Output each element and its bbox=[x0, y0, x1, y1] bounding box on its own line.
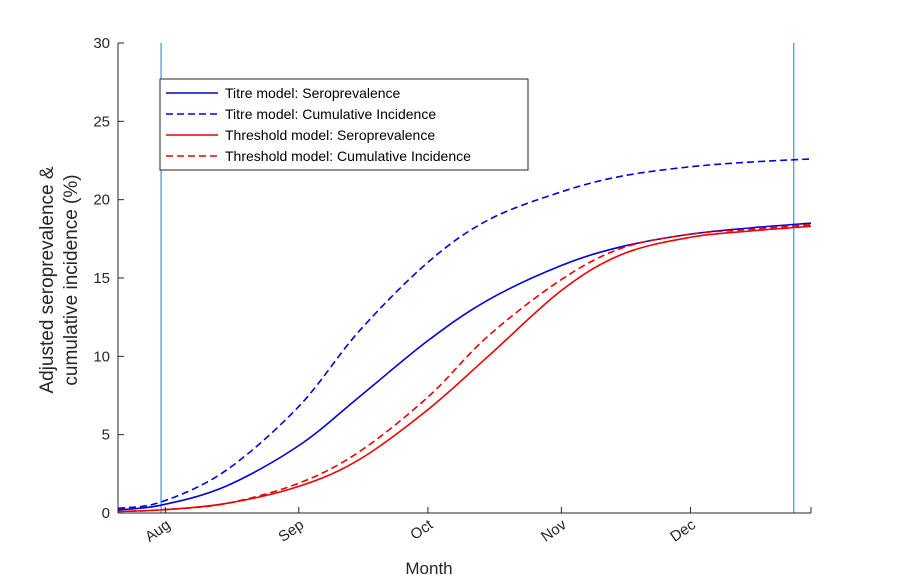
legend-label-3: Threshold model: Cumulative Incidence bbox=[225, 148, 471, 164]
legend: Titre model: Seroprevalence Titre model: … bbox=[159, 78, 529, 171]
series-line-1 bbox=[117, 158, 812, 510]
series-line-0 bbox=[117, 222, 812, 511]
y-tick-label-0: 0 bbox=[102, 505, 110, 522]
legend-box bbox=[159, 78, 529, 171]
y-tick-label-3: 15 bbox=[93, 270, 110, 287]
legend-label-0: Titre model: Seroprevalence bbox=[225, 85, 401, 101]
x-tick-label-4: Dec bbox=[667, 516, 699, 546]
y-ticks: 0 5 10 15 20 25 30 bbox=[93, 35, 124, 522]
y-axis-label-line2: cumulative incidence (%) bbox=[61, 174, 82, 385]
y-tick-label-6: 30 bbox=[93, 35, 110, 52]
y-tick-label-2: 10 bbox=[93, 348, 110, 365]
y-axis-label-line1: Adjusted seroprevalence & bbox=[37, 166, 58, 393]
y-tick-label-4: 20 bbox=[93, 192, 110, 209]
series-line-2 bbox=[117, 225, 812, 513]
x-tick-label-1: Sep bbox=[275, 516, 307, 545]
legend-label-2: Threshold model: Seroprevalence bbox=[225, 127, 435, 143]
y-tick-label-5: 25 bbox=[93, 113, 110, 130]
x-tick-label-2: Oct bbox=[407, 516, 437, 544]
y-axis-label: Adjusted seroprevalence & cumulative inc… bbox=[37, 166, 82, 393]
series-lines bbox=[117, 158, 812, 513]
y-tick-label-1: 5 bbox=[102, 427, 110, 444]
series-line-3 bbox=[117, 223, 812, 513]
x-axis-label: Month bbox=[405, 559, 452, 576]
x-tick-label-3: Nov bbox=[538, 516, 570, 546]
x-tick-label-0: Aug bbox=[142, 516, 174, 545]
legend-label-1: Titre model: Cumulative Incidence bbox=[225, 106, 436, 122]
